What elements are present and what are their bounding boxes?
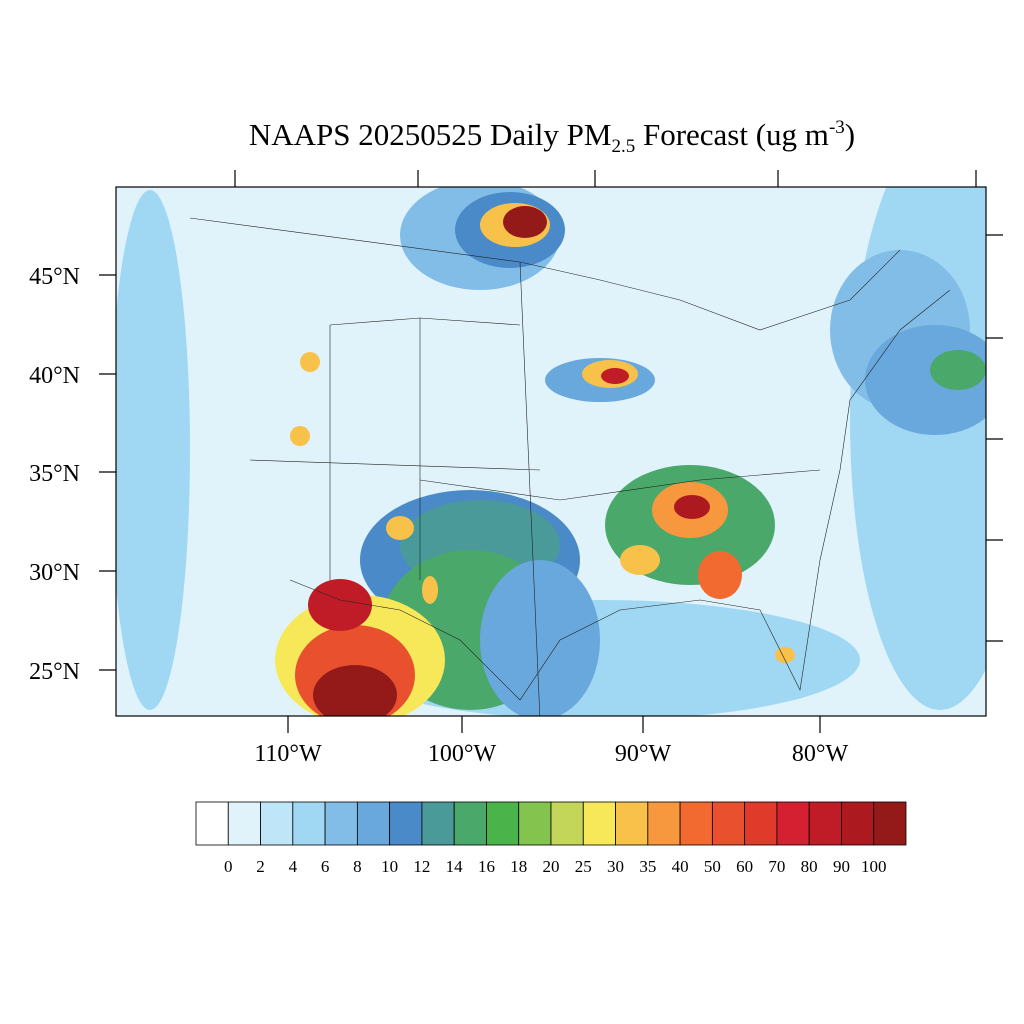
colorbar-label: 0 <box>224 857 233 876</box>
title-part: Forecast (ug m <box>635 117 829 152</box>
pm-blob <box>775 647 795 663</box>
pm-blob <box>930 350 986 390</box>
colorbar-label: 20 <box>543 857 560 876</box>
pm-blob <box>620 545 660 575</box>
colorbar-box <box>453 801 487 846</box>
map-frame <box>115 186 987 717</box>
colorbar-box <box>421 801 455 846</box>
colorbar-box <box>873 801 907 846</box>
pm-blob <box>422 576 438 604</box>
colorbar-box <box>647 801 681 846</box>
coastline <box>289 289 951 701</box>
colorbar-box <box>195 801 229 846</box>
colorbar-box <box>260 801 294 846</box>
colorbar-box <box>389 801 423 846</box>
colorbar-label: 4 <box>289 857 298 876</box>
pm-blob <box>290 426 310 446</box>
colorbar-box <box>324 801 358 846</box>
lat-label: 30°N <box>29 560 80 586</box>
colorbar-box <box>841 801 875 846</box>
state-line <box>249 261 821 716</box>
colorbar-label: 40 <box>672 857 689 876</box>
axis-labels: 45°N 40°N 35°N 30°N 25°N 110°W 100°W 90°W 80°W <box>29 264 848 767</box>
title-superscript: -3 <box>829 117 845 138</box>
colorbar-label: 80 <box>801 857 818 876</box>
lat-label: 45°N <box>29 264 80 290</box>
colorbar-box <box>227 801 261 846</box>
pm-blob <box>674 495 710 519</box>
colorbar-box <box>486 801 520 846</box>
colorbar-label: 10 <box>381 857 398 876</box>
colorbar-box <box>679 801 713 846</box>
colorbar-label: 35 <box>639 857 656 876</box>
colorbar-box <box>518 801 552 846</box>
map-title: NAAPS 20250525 Daily PM2.5 Forecast (ug … <box>249 117 855 157</box>
lat-label: 25°N <box>29 659 80 685</box>
pm-blob <box>116 190 190 710</box>
pm-blob <box>698 551 742 599</box>
colorbar-label: 18 <box>510 857 527 876</box>
borders <box>189 217 951 716</box>
colorbar-label: 70 <box>768 857 785 876</box>
lon-label: 100°W <box>428 741 497 767</box>
pm-blob <box>308 579 372 631</box>
colorbar-box <box>550 801 584 846</box>
colorbar-label: 14 <box>446 857 464 876</box>
pm-blob <box>601 368 629 384</box>
colorbar-label: 2 <box>256 857 265 876</box>
title-part: ) <box>845 117 855 152</box>
colorbar-label: 6 <box>321 857 330 876</box>
colorbar-label: 50 <box>704 857 721 876</box>
lon-label: 80°W <box>792 741 849 767</box>
colorbar-label: 100 <box>861 857 887 876</box>
lat-label: 35°N <box>29 461 80 487</box>
pm-blob <box>480 560 600 716</box>
title-subscript: 2.5 <box>611 136 635 157</box>
colorbar-box <box>808 801 842 846</box>
pm-blob <box>313 665 397 716</box>
colorbar-box <box>744 801 778 846</box>
colorbar-label: 30 <box>607 857 624 876</box>
pm-blob <box>503 206 547 238</box>
lon-label: 90°W <box>615 741 672 767</box>
colorbar-box <box>356 801 391 846</box>
colorbar-box <box>615 801 649 846</box>
title-part: NAAPS 20250525 Daily PM <box>249 117 612 152</box>
colorbar: 0 2 4 6 8 10 12 14 16 18 20 25 30 35 40 50 60 70 80 90 100 <box>195 801 907 876</box>
colorbar-box <box>582 801 616 846</box>
colorbar-label: 90 <box>833 857 850 876</box>
colorbar-label: 12 <box>413 857 430 876</box>
pm-blob <box>300 352 320 372</box>
colorbar-box <box>776 801 810 846</box>
colorbar-label: 8 <box>353 857 362 876</box>
lon-label: 110°W <box>254 741 322 767</box>
pm25-field <box>116 187 986 716</box>
colorbar-box <box>292 801 326 846</box>
colorbar-label: 25 <box>575 857 592 876</box>
pm-blob <box>386 516 414 540</box>
lat-label: 40°N <box>29 363 80 389</box>
ticks <box>99 170 1003 733</box>
colorbar-box <box>711 801 746 846</box>
colorbar-label: 16 <box>478 857 495 876</box>
colorbar-label: 60 <box>736 857 753 876</box>
